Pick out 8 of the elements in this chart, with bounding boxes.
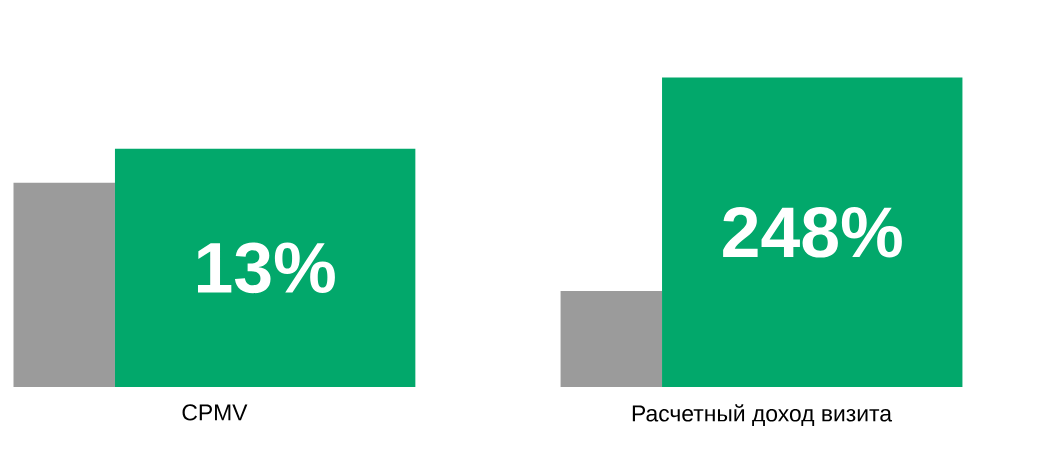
bar	[114, 148, 416, 388]
x-tick-label: Расчетный доход визита	[632, 404, 893, 427]
x-tick-label: CPMV	[182, 404, 248, 421]
bar	[560, 291, 663, 388]
bar	[662, 77, 963, 388]
annotation: 248%	[723, 207, 902, 258]
bar	[13, 182, 115, 388]
annotation: 13%	[197, 242, 335, 294]
